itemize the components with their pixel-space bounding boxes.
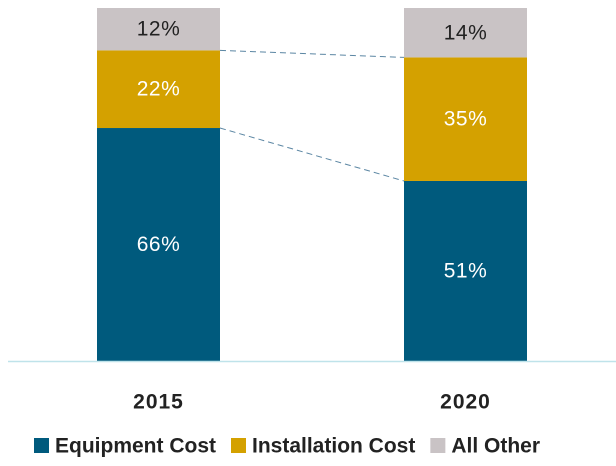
connector-line bbox=[219, 127, 405, 182]
bar-segment bbox=[97, 8, 220, 51]
legend-label: Equipment Cost bbox=[55, 435, 216, 458]
legend-label: All Other bbox=[451, 435, 540, 458]
bar-segment bbox=[404, 180, 527, 361]
data-label: 51% bbox=[444, 260, 488, 283]
x-tick-label: 2015 bbox=[133, 391, 184, 414]
x-tick-label: 2020 bbox=[440, 391, 491, 414]
legend-swatch bbox=[34, 438, 49, 453]
bar-segment bbox=[404, 8, 527, 58]
data-label: 14% bbox=[444, 21, 488, 44]
legend-swatch bbox=[430, 438, 446, 453]
data-label: 66% bbox=[137, 233, 181, 256]
legend-label: Installation Cost bbox=[252, 435, 415, 458]
connector-line bbox=[219, 49, 405, 58]
bar-segment bbox=[97, 128, 220, 361]
data-label: 12% bbox=[137, 18, 181, 41]
data-label: 22% bbox=[137, 78, 181, 101]
bar-segment bbox=[97, 50, 220, 129]
bar-segment bbox=[404, 57, 527, 181]
data-label: 35% bbox=[444, 108, 488, 131]
legend-swatch bbox=[231, 438, 246, 453]
